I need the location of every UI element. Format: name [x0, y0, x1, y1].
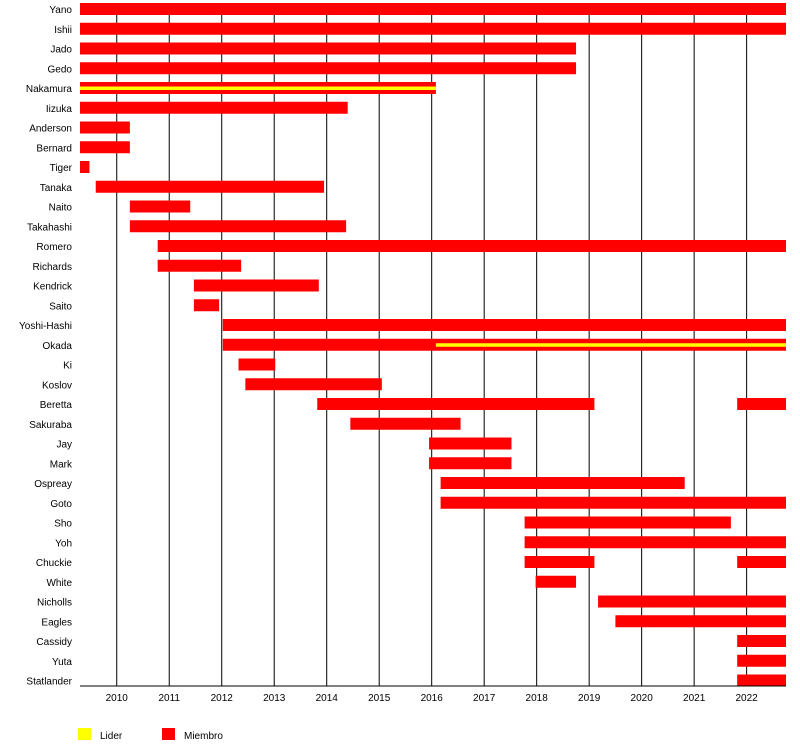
leader-bar-nakamura	[80, 86, 436, 90]
member-bar-mark	[429, 457, 512, 470]
member-bar-chuckie	[737, 556, 786, 568]
member-name-statlander: Statlander	[26, 677, 72, 688]
member-name-tiger: Tiger	[50, 163, 73, 174]
member-name-goto: Goto	[50, 499, 72, 510]
member-name-takahashi: Takahashi	[27, 222, 72, 233]
year-tick-label: 2019	[578, 693, 601, 704]
member-bar-yoh	[524, 536, 786, 549]
year-tick-label: 2011	[158, 693, 180, 704]
member-bar-iizuka	[80, 101, 348, 114]
year-tick-label: 2022	[736, 693, 759, 704]
member-name-mark: Mark	[50, 459, 73, 470]
legend: Lider Miembro	[78, 728, 223, 742]
member-name-eagles: Eagles	[41, 617, 72, 628]
member-bar-jay	[429, 437, 512, 450]
member-bar-sho	[524, 516, 731, 529]
member-bar-tanaka	[95, 180, 325, 193]
member-name-kendrick: Kendrick	[33, 282, 73, 293]
member-bar-cassidy	[737, 635, 786, 647]
member-name-anderson: Anderson	[29, 124, 72, 135]
member-bars	[80, 3, 786, 687]
member-name-nakamura: Nakamura	[26, 84, 73, 95]
member-name-bernard: Bernard	[36, 143, 72, 154]
member-bar-romero	[157, 240, 786, 252]
member-name-nicholls: Nicholls	[37, 598, 72, 609]
year-tick-label: 2012	[211, 693, 234, 704]
member-bar-jado	[80, 42, 577, 55]
member-bar-nicholls	[598, 595, 786, 608]
member-name-gedo: Gedo	[48, 64, 73, 75]
member-bar-naito	[129, 200, 191, 213]
member-name-white: White	[46, 578, 72, 589]
member-name-okada: Okada	[43, 341, 73, 352]
member-bar-white	[535, 575, 577, 588]
member-bar-kendrick	[193, 279, 319, 292]
member-name-jado: Jado	[50, 45, 72, 56]
member-name-beretta: Beretta	[40, 400, 73, 411]
member-name-tanaka: Tanaka	[40, 183, 73, 194]
member-bar-anderson	[80, 121, 130, 134]
year-tick-label: 2015	[368, 693, 391, 704]
leader-bar-okada	[435, 343, 786, 347]
member-name-yuta: Yuta	[52, 657, 72, 668]
member-bar-bernard	[80, 141, 130, 154]
member-name-richards: Richards	[33, 262, 72, 273]
year-tick-label: 2010	[106, 693, 129, 704]
member-name-saito: Saito	[49, 301, 72, 312]
legend-swatch-lider	[78, 728, 91, 740]
member-name-sakuraba: Sakuraba	[29, 420, 72, 431]
member-bar-koslov	[245, 378, 382, 391]
member-bar-takahashi	[129, 220, 347, 233]
member-name-ishii: Ishii	[54, 25, 72, 36]
member-name-jay: Jay	[56, 440, 72, 451]
year-tick-label: 2021	[683, 693, 706, 704]
member-name-naito: Naito	[49, 203, 73, 214]
member-name-ki: Ki	[63, 361, 72, 372]
member-name-sho: Sho	[54, 519, 72, 530]
member-bar-beretta	[737, 398, 786, 410]
member-bar-gedo	[80, 62, 577, 75]
member-name-yoh: Yoh	[55, 538, 72, 549]
member-bar-yuta	[737, 654, 786, 667]
member-bar-yoshi-hashi	[222, 319, 786, 331]
member-bar-statlander	[737, 674, 786, 687]
member-bar-saito	[193, 299, 220, 312]
year-tick-label: 2017	[473, 693, 496, 704]
member-bar-goto	[440, 496, 786, 509]
legend-swatch-miembro	[162, 728, 175, 740]
year-tick-labels: 2010 2011 2012 2013 2014 2015 2016 2017 2018 2019…	[106, 693, 759, 704]
year-tick-label: 2020	[631, 693, 654, 704]
member-name-yoshi-hashi: Yoshi-Hashi	[19, 321, 72, 332]
year-tick-label: 2016	[421, 693, 444, 704]
member-bar-richards	[157, 259, 242, 272]
member-bar-ishii	[80, 22, 786, 35]
legend-label-lider: Lider	[100, 731, 123, 742]
member-bar-eagles	[615, 615, 786, 628]
member-bar-chuckie	[524, 556, 595, 568]
year-tick-label: 2018	[526, 693, 549, 704]
member-bar-beretta	[317, 398, 595, 410]
year-tick-label: 2013	[263, 693, 286, 704]
member-name-romero: Romero	[36, 242, 72, 253]
member-names: Yano Ishii Jado Gedo Nakamura Iizuka Anderson B…	[19, 5, 73, 688]
member-name-koslov: Koslov	[42, 380, 72, 391]
member-bar-ospreay	[440, 477, 685, 489]
legend-label-miembro: Miembro	[184, 731, 223, 742]
member-name-chuckie: Chuckie	[36, 558, 73, 569]
member-bar-ki	[238, 358, 276, 371]
year-tick-label: 2014	[316, 693, 339, 704]
member-bar-yano	[80, 3, 786, 15]
member-name-cassidy: Cassidy	[36, 637, 72, 648]
member-name-iizuka: Iizuka	[46, 104, 73, 115]
member-bar-tiger	[80, 161, 90, 173]
member-name-ospreay: Ospreay	[34, 479, 72, 490]
member-bar-sakuraba	[350, 417, 461, 430]
member-name-yano: Yano	[49, 5, 72, 16]
